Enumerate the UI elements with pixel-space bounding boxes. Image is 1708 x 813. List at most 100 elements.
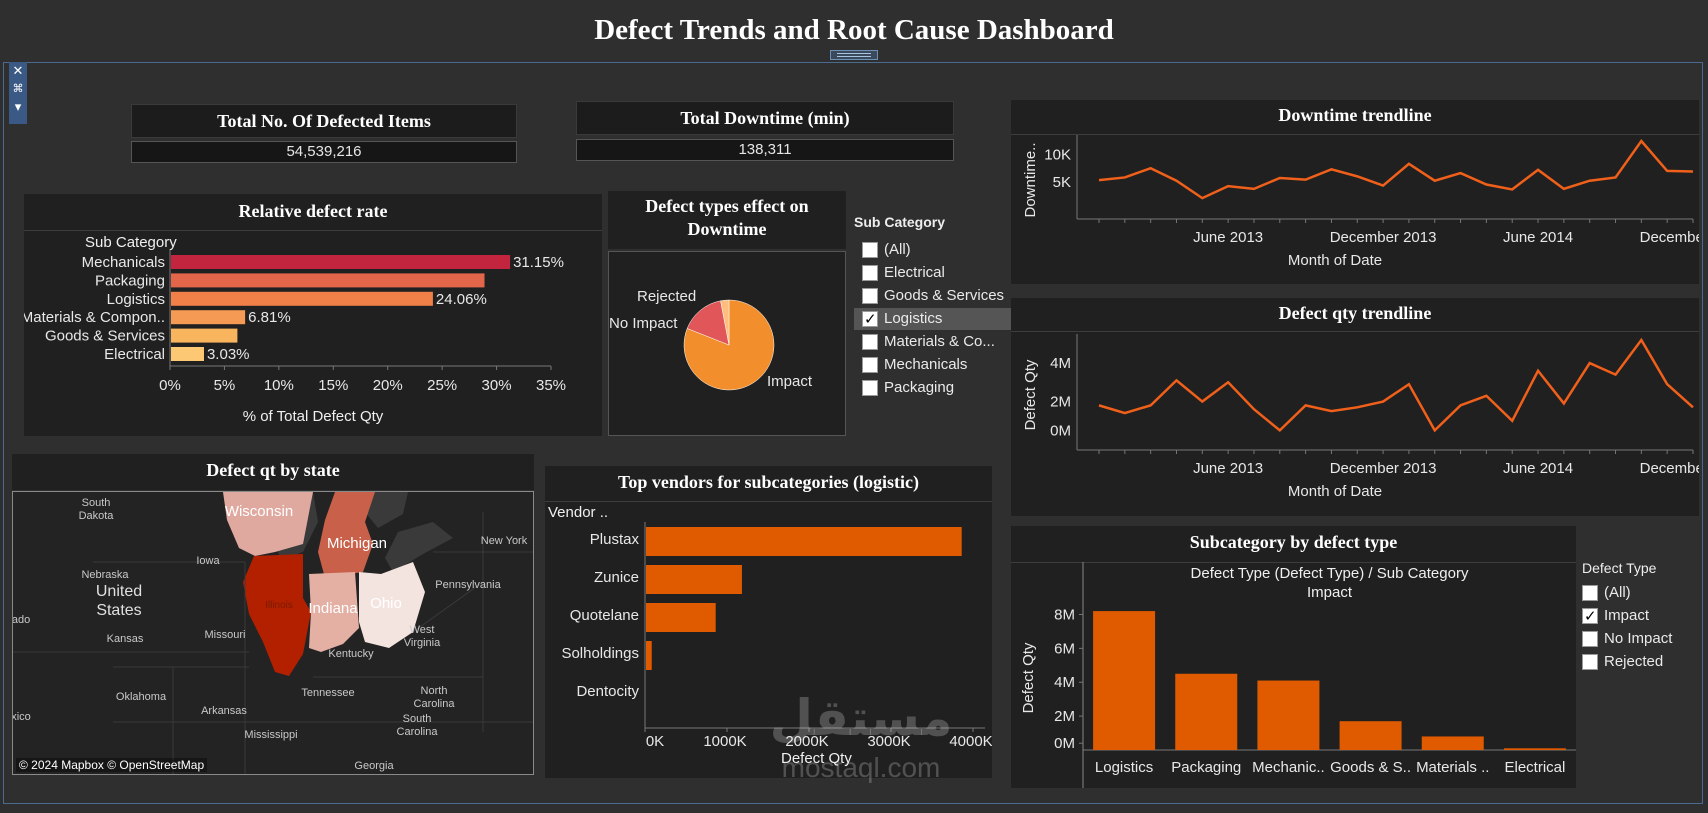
relative-defect-chart-svg: Mechanicals 31.15% Packaging Logistics 24.06… — [21, 250, 566, 394]
subcat-checkbox[interactable] — [862, 309, 878, 331]
dt-chart-ylabel: Downtime.. — [1022, 142, 1039, 217]
rd-bar — [171, 273, 485, 288]
kpi-defected-value: 54,539,216 — [131, 141, 517, 163]
container-controls[interactable]: ✕ ⌘ ▾ — [9, 62, 27, 124]
dq-chart-xtick-label: December 2013 — [1330, 460, 1437, 477]
title-drag-handle[interactable] — [830, 50, 878, 60]
subcat-defect-chart: 8M 6M 4M 2M 0M Logistics Packaging Mechanic.. Go… — [1011, 562, 1576, 788]
dtype-checkbox[interactable] — [1582, 631, 1598, 647]
label-north-carolina: North — [421, 685, 448, 697]
label-north-carolina: Carolina — [414, 698, 456, 710]
dq-chart-ytick-label: 2M — [1050, 394, 1071, 411]
vd-tick-label: 4000K — [949, 733, 992, 750]
vd-vendor-label: Zunice — [594, 569, 639, 586]
subcat-checkbox[interactable] — [862, 357, 878, 373]
dq-chart-series-line — [1098, 337, 1694, 433]
subcat-filter-label: Mechanicals — [884, 356, 968, 373]
relative-defect-header: Sub Category — [85, 234, 177, 251]
subcat-filter-item[interactable]: (All) — [854, 239, 911, 261]
dt-chart-ytick-label: 5K — [1053, 174, 1071, 191]
dtype-checkbox[interactable] — [1582, 606, 1598, 628]
subcat-filter-item[interactable]: Electrical — [854, 262, 945, 284]
label-west-virginia: West — [410, 624, 435, 636]
dtype-filter-item[interactable]: Rejected — [1574, 651, 1663, 673]
label-arkansas: Arkansas — [201, 705, 247, 717]
rd-tick-label: 0% — [159, 377, 181, 394]
subcat-checkbox[interactable] — [862, 265, 878, 281]
subcat-filter-label: Packaging — [884, 379, 955, 396]
rd-category-label: Electrical — [104, 346, 165, 363]
subcat-checkbox[interactable] — [862, 288, 878, 304]
label-ohio: Ohio — [370, 595, 402, 612]
map-panel[interactable]: Wisconsin Michigan Illinois Indiana Ohio Sout… — [12, 491, 534, 775]
kpi-downtime-card: Total Downtime (min) — [576, 101, 954, 135]
sd-bar — [1421, 736, 1484, 750]
subcat-filter-item[interactable]: Materials & Co... — [854, 331, 995, 353]
label-colorado: ado — [13, 614, 30, 626]
label-indiana: Indiana — [308, 600, 358, 617]
sd-category-label: Packaging — [1171, 759, 1241, 776]
vd-bar — [646, 603, 716, 632]
state-border — [412, 581, 484, 633]
rd-bar — [171, 255, 511, 269]
dtype-checkbox[interactable] — [1582, 654, 1598, 670]
label-tennessee: Tennessee — [301, 687, 354, 699]
rd-category-label: Materials & Compon.. — [24, 309, 165, 326]
dt-chart-ytick-label: 10K — [1044, 147, 1071, 164]
vendors-chart: Plustax Zunice Quotelane Solholdings Dentoci… — [545, 502, 993, 778]
rd-bar — [171, 310, 246, 325]
rd-data-label: 24.06% — [436, 291, 487, 308]
label-west-virginia: Virginia — [404, 637, 441, 649]
subcat-filter-item[interactable]: Goods & Services — [854, 285, 1004, 307]
pie-title-panel: Defect types effect on Downtime — [608, 191, 846, 249]
dq-chart-xtick-label: June 2013 — [1193, 460, 1263, 477]
subcat-checkbox[interactable] — [862, 242, 878, 258]
rd-category-label: Mechanicals — [82, 254, 165, 271]
subcat-filter-item[interactable]: Mechanicals — [854, 354, 967, 376]
dtype-filter-label: (All) — [1604, 584, 1631, 601]
subcat-filter-item[interactable]: Packaging — [854, 377, 954, 399]
relative-defect-chart: Mechanicals 31.15% Packaging Logistics 24.06… — [21, 250, 602, 436]
rd-data-label: 3.03% — [207, 346, 250, 363]
state-wisconsin — [223, 492, 313, 556]
pie-title-line2: Downtime — [687, 219, 767, 239]
vendors-header[interactable]: Vendor .. — [548, 504, 609, 521]
subcat-checkbox[interactable] — [862, 380, 878, 396]
sd-ytick-label: 0M — [1054, 735, 1075, 752]
sd-category-label: Materials .. — [1416, 759, 1489, 776]
sd-category-label: Goods & S.. — [1330, 759, 1411, 776]
subcat-checkbox[interactable] — [862, 334, 878, 350]
vd-vendor-label: Dentocity — [576, 683, 639, 700]
pie-slice — [686, 300, 730, 346]
state-map[interactable]: Wisconsin Michigan Illinois Indiana Ohio Sout… — [13, 492, 533, 774]
vendors-panel: Top vendors for subcategories (logistic)… — [545, 466, 993, 778]
label-mississippi: Mississippi — [244, 729, 297, 741]
dtype-filter-item[interactable]: (All) — [1574, 582, 1631, 604]
label-missouri: Missouri — [205, 629, 246, 641]
map-title: Defect qt by state — [206, 460, 340, 480]
dq-chart-ytick-label: 4M — [1050, 355, 1071, 372]
close-icon[interactable]: ✕ — [12, 63, 24, 78]
pie-label: Impact — [767, 373, 813, 390]
chevron-down-icon[interactable]: ▾ — [14, 99, 22, 114]
state-ohio — [359, 562, 425, 648]
subcat-filter-item[interactable]: Logistics — [854, 308, 1014, 331]
vd-vendor-label: Solholdings — [561, 645, 639, 662]
map-attribution[interactable]: © 2024 Mapbox © OpenStreetMap — [16, 758, 208, 772]
sd-category-label: Logistics — [1095, 759, 1153, 776]
subcat-filter-label: Electrical — [884, 264, 945, 281]
label-iowa: Iowa — [196, 555, 220, 567]
label-nebraska: Nebraska — [81, 569, 129, 581]
dq-chart-ytick-label: 0M — [1050, 422, 1071, 439]
dtype-filter-item[interactable]: No Impact — [1574, 628, 1672, 650]
subcat-defect-subheader: Impact — [1306, 584, 1352, 601]
pin-icon[interactable]: ⌘ — [12, 83, 24, 95]
kpi-downtime-value: 138,311 — [576, 139, 954, 161]
dtype-filter-item[interactable]: Impact — [1574, 605, 1649, 628]
label-new-york: New York — [481, 535, 528, 547]
sd-ytick-label: 8M — [1054, 606, 1075, 623]
dtype-checkbox[interactable] — [1582, 585, 1598, 601]
sd-bar — [1257, 680, 1320, 750]
rd-tick-label: 30% — [482, 377, 512, 394]
pie-panel: Impact Rejected No Impact — [608, 251, 846, 436]
